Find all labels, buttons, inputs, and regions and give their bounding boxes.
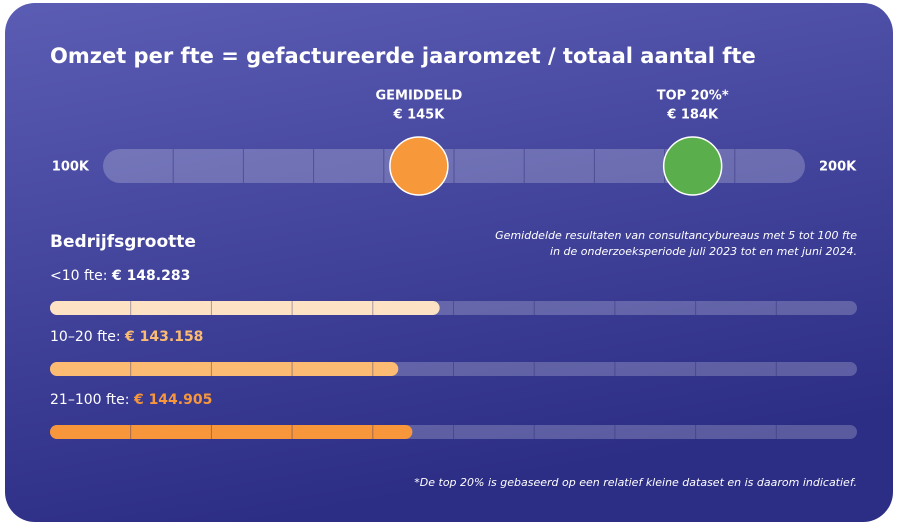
scale-end-label: 100K <box>52 160 90 175</box>
marker-name: GEMIDDELD <box>375 89 462 104</box>
category: 21–100 fte: <box>50 392 130 408</box>
bar <box>50 362 399 376</box>
scale-track <box>103 149 805 183</box>
footnote: *De top 20% is gebaseerd op een relatief… <box>414 476 857 489</box>
category: <10 fte: <box>50 268 108 284</box>
value-label: € 143.158 <box>124 329 203 345</box>
scale-end-label: 200K <box>819 160 857 175</box>
bar-label: <10 fte: € 148.283 <box>50 268 190 284</box>
title: Omzet per fte = gefactureerde jaaromzet … <box>50 44 756 68</box>
value-label: € 144.905 <box>133 392 212 408</box>
marker <box>389 136 449 196</box>
marker-value: € 184K <box>666 108 719 123</box>
value-label: € 148.283 <box>111 268 190 284</box>
category: 10–20 fte: <box>50 329 121 345</box>
bar <box>50 301 440 315</box>
subtitle: Gemiddelde resultaten van consultancybur… <box>495 229 857 242</box>
bar-label: 10–20 fte: € 143.158 <box>50 329 203 345</box>
bar <box>50 425 413 439</box>
marker-value: € 145K <box>393 108 446 123</box>
marker <box>662 136 723 196</box>
subtitle: in de onderzoeksperiode juli 2023 tot en… <box>550 245 857 258</box>
card <box>5 3 893 522</box>
marker-name: TOP 20%* <box>657 89 729 104</box>
section-title: Bedrijfsgrootte <box>50 232 196 252</box>
bar-label: 21–100 fte: € 144.905 <box>50 392 212 408</box>
